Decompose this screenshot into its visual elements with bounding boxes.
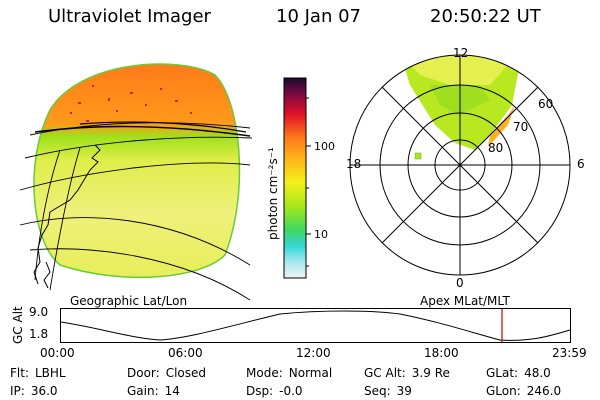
status-gain-key: Gain:	[127, 384, 159, 398]
mlt-label-6: 6	[577, 157, 585, 171]
status-ip: IP: 36.0	[10, 384, 58, 398]
lat-label-70: 70	[513, 120, 529, 134]
colorbar-tick-100: 100	[314, 140, 335, 153]
status-mode-key: Mode:	[246, 366, 283, 380]
status-gain: Gain: 14	[127, 384, 180, 398]
mlt-label-0: 0	[456, 276, 464, 290]
status-glat-key: GLat:	[486, 366, 519, 380]
image-date: 10 Jan 07	[276, 6, 361, 27]
status-glat: GLat: 48.0	[486, 366, 551, 380]
globe-image	[19, 63, 253, 301]
status-filter-key: Flt:	[10, 366, 29, 380]
status-glon: GLon: 246.0	[486, 384, 561, 398]
polar-plot	[349, 54, 571, 276]
status-door-key: Door:	[127, 366, 160, 380]
time-tick-1200: 12:00	[296, 346, 331, 360]
status-seq: Seq: 39	[364, 384, 412, 398]
alt-tick-low: 1.8	[29, 327, 49, 341]
status-filter: Flt: LBHL	[10, 366, 66, 380]
altitude-plot	[60, 308, 571, 343]
alt-axis-label: GC Alt	[11, 306, 25, 344]
status-glat-value: 48.0	[524, 366, 551, 380]
status-filter-value: LBHL	[34, 366, 66, 380]
alt-tick-high: 9.0	[29, 305, 49, 319]
status-gain-value: 14	[164, 384, 180, 398]
status-door-value: Closed	[165, 366, 207, 380]
lat-label-80: 80	[488, 141, 504, 155]
status-door: Door: Closed	[127, 366, 206, 380]
status-dsp-key: Dsp:	[246, 384, 274, 398]
time-tick-1800: 18:00	[424, 346, 459, 360]
globe-disc	[33, 63, 241, 279]
status-gc-alt-key: GC Alt:	[364, 366, 406, 380]
image-time: 20:50:22 UT	[430, 6, 541, 27]
status-seq-value: 39	[396, 384, 412, 398]
status-glon-value: 246.0	[526, 384, 562, 398]
apex-projection-label: Apex MLat/MLT	[420, 294, 510, 308]
geographic-projection-label: Geographic Lat/Lon	[70, 294, 188, 308]
lat-label-60: 60	[538, 97, 554, 111]
status-dsp: Dsp: -0.0	[246, 384, 303, 398]
app-title: Ultraviolet Imager	[48, 6, 211, 27]
colorbar-unit-label: photon cm⁻²s⁻¹	[266, 147, 280, 240]
time-tick-2359: 23:59	[552, 346, 587, 360]
polar-point-marker	[414, 152, 422, 160]
status-mode-value: Normal	[288, 366, 333, 380]
colorbar-tick-10: 10	[314, 228, 328, 241]
status-dsp-value: -0.0	[279, 384, 303, 398]
status-mode: Mode: Normal	[246, 366, 332, 380]
status-ip-key: IP:	[10, 384, 25, 398]
status-gc-alt: GC Alt: 3.9 Re	[364, 366, 450, 380]
time-tick-0600: 06:00	[168, 346, 203, 360]
mlt-label-18: 18	[346, 157, 362, 171]
status-gc-alt-value: 3.9 Re	[411, 366, 450, 380]
status-seq-key: Seq:	[364, 384, 391, 398]
time-tick-0000: 00:00	[40, 346, 75, 360]
colorbar	[283, 77, 311, 279]
mlt-label-12: 12	[453, 46, 469, 60]
status-glon-key: GLon:	[486, 384, 521, 398]
status-ip-value: 36.0	[30, 384, 58, 398]
